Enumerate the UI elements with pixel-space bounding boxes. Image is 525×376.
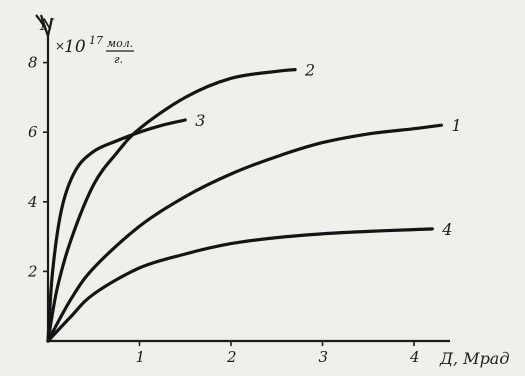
series-label-4: 4: [441, 220, 452, 239]
series-line-3: [46, 118, 187, 343]
y-tick-label: 2: [27, 262, 38, 280]
x-tick-label: 4: [409, 348, 420, 366]
y-axis-title: N: [39, 15, 55, 34]
y-tick-label: 8: [28, 54, 38, 72]
series-labels: 1 2 3 4: [195, 61, 461, 239]
series-line-1: [46, 123, 443, 343]
y-unit-annotation: × 10 17 мол. г.: [55, 34, 134, 66]
curves: [46, 68, 443, 343]
y-axis-arrow: [39, 14, 54, 41]
ticks: 1 2 3 4 2 4 6 8: [27, 54, 420, 366]
y-unit-exponent: 17: [89, 34, 103, 47]
y-tick-label: 4: [27, 193, 38, 211]
series-line-2: [46, 68, 297, 343]
x-tick-label: 1: [136, 348, 146, 366]
series-label-1: 1: [451, 116, 461, 135]
series-label-3: 3: [195, 111, 205, 130]
y-tick-label: 6: [28, 123, 38, 141]
y-axis: [35, 14, 50, 341]
y-unit-base: 10: [64, 37, 86, 57]
x-tick-label: 3: [319, 348, 329, 366]
y-unit-numerator: мол.: [107, 37, 133, 50]
x-axis-title: Д, Мрад: [439, 349, 509, 368]
series-label-2: 2: [304, 61, 315, 80]
series-line-4: [46, 227, 434, 343]
x-tick-label: 2: [226, 348, 237, 366]
y-unit-multiplier: ×: [55, 39, 65, 53]
y-unit-denominator: г.: [114, 53, 123, 66]
